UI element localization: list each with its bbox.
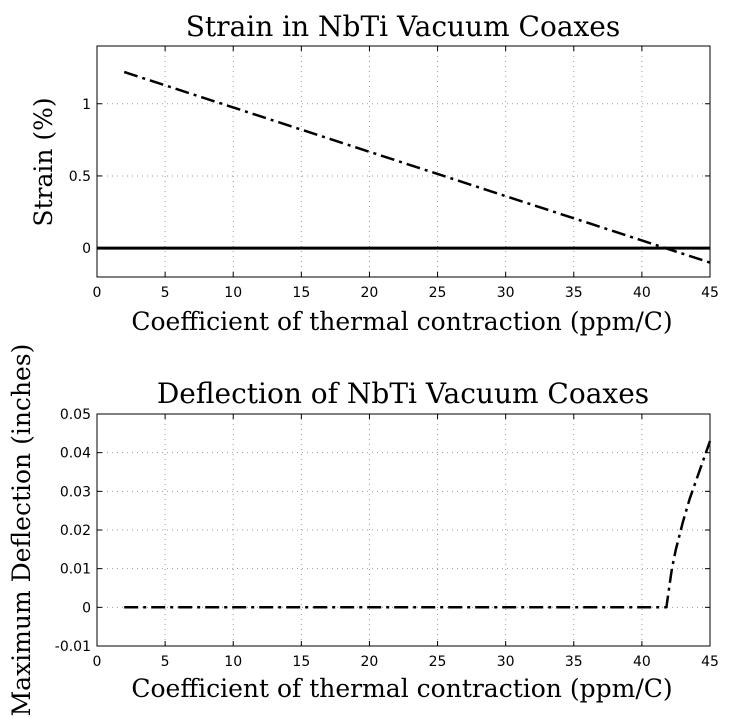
- x-tick-label: 15: [292, 285, 310, 301]
- y-tick-label: 0: [82, 241, 91, 257]
- y-tick-label: 0.03: [60, 484, 91, 500]
- strain-x-axis-label: Coefficient of thermal contraction (ppm/…: [131, 307, 672, 336]
- deflection-chart-title: Deflection of NbTi Vacuum Coaxes: [157, 377, 649, 410]
- y-tick-label: 1: [82, 97, 91, 113]
- x-tick-label: 10: [224, 285, 242, 301]
- x-tick-label: 20: [361, 654, 379, 670]
- deflection-x-axis-label: Coefficient of thermal contraction (ppm/…: [131, 674, 672, 703]
- x-tick-label: 25: [429, 654, 447, 670]
- data-series-line: [124, 440, 712, 609]
- deflection-grid: [97, 414, 710, 646]
- deflection-axes: [96, 413, 711, 647]
- deflection-ticks: 0 5 10 15 20 25 30 35 40 45-0.0100.010.020.030.04…: [55, 407, 719, 670]
- x-tick-label: 0: [93, 285, 102, 301]
- strain-series: [97, 70, 711, 264]
- x-tick-label: 30: [497, 285, 515, 301]
- x-tick-label: 45: [701, 654, 719, 670]
- deflection-y-axis-label: Maximum Deflection (inches): [7, 344, 36, 717]
- x-tick-label: 0: [93, 654, 102, 670]
- strain-chart-title: Strain in NbTi Vacuum Coaxes: [186, 10, 621, 43]
- x-tick-label: 20: [361, 285, 379, 301]
- plot-frame: [96, 413, 711, 647]
- x-tick-label: 5: [161, 285, 170, 301]
- x-tick-label: 40: [633, 654, 651, 670]
- strain-ticks: 0 5 10 15 20 25 30 35 40 45 0 0.5 1: [69, 46, 719, 301]
- y-tick-label: -0.01: [55, 639, 91, 655]
- x-tick-label: 40: [633, 285, 651, 301]
- strain-axes: [96, 45, 711, 278]
- plot-frame: [96, 45, 711, 278]
- x-tick-label: 5: [161, 654, 170, 670]
- y-tick-label: 0.04: [60, 446, 91, 462]
- deflection-chart: 0 5 10 15 20 25 30 35 40 45-0.0100.010.020.030.04…: [7, 344, 719, 717]
- x-tick-label: 35: [565, 285, 583, 301]
- x-tick-label: 10: [224, 654, 242, 670]
- y-tick-label: 0.02: [60, 523, 91, 539]
- data-series-line: [123, 70, 711, 264]
- deflection-series: [124, 440, 712, 609]
- strain-y-axis-label: Strain (%): [29, 97, 58, 226]
- y-tick-label: 0.01: [60, 562, 91, 578]
- y-tick-label: 0: [82, 600, 91, 616]
- x-tick-label: 30: [497, 654, 515, 670]
- x-tick-label: 35: [565, 654, 583, 670]
- x-tick-label: 25: [429, 285, 447, 301]
- x-tick-label: 45: [701, 285, 719, 301]
- y-tick-label: 0.05: [60, 407, 91, 423]
- strain-grid: [97, 46, 710, 277]
- y-tick-label: 0.5: [69, 169, 91, 185]
- x-tick-label: 15: [292, 654, 310, 670]
- strain-chart: 0 5 10 15 20 25 30 35 40 45 0 0.5 1 Strain in NbTi V…: [29, 10, 719, 336]
